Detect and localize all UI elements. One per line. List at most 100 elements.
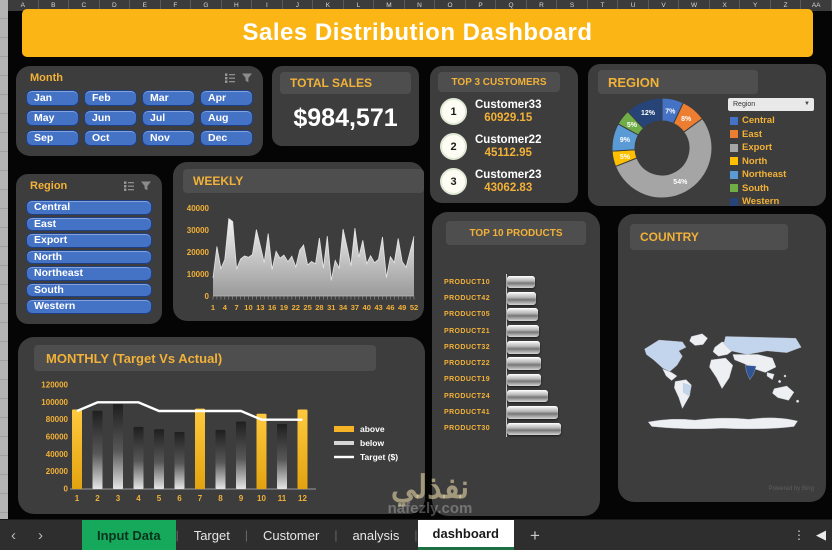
product-bar[interactable] (507, 422, 562, 436)
column-header-V[interactable]: V (649, 0, 680, 11)
bar-below-month-3[interactable] (113, 404, 123, 489)
bar-below-month-9[interactable] (236, 421, 246, 489)
month-button-oct[interactable]: Oct (84, 130, 137, 146)
legend-item-northeast[interactable]: Northeast (730, 168, 786, 182)
column-header-B[interactable]: B (39, 0, 70, 11)
top-products-chart[interactable]: PRODUCT10 PRODUCT42 PRODUCT05 PRODUCT21 PROD… (444, 274, 592, 437)
column-header-A[interactable]: A (8, 0, 39, 11)
scroll-left-arrow-icon[interactable]: ◀ (816, 526, 826, 542)
pie-slice-export[interactable] (614, 117, 713, 199)
sheet-tab-dashboard[interactable]: dashboard (417, 520, 514, 550)
legend-item-western[interactable]: Western (730, 195, 786, 209)
month-button-feb[interactable]: Feb (84, 90, 137, 106)
product-bar[interactable] (507, 341, 540, 354)
sheet-tab-input-data[interactable]: Input Data (82, 520, 176, 550)
product-bar[interactable] (507, 406, 559, 419)
column-header-Z[interactable]: Z (771, 0, 802, 11)
weekly-area-chart[interactable]: 0 10000 20000 30000 40000 1 4 7 10 13 16 19 22 25 28 31… (179, 196, 420, 318)
column-header-H[interactable]: H (222, 0, 253, 11)
product-bar[interactable] (507, 389, 548, 403)
bar-above-month-7[interactable] (195, 408, 205, 489)
sheet-tab-target[interactable]: Target (193, 528, 230, 543)
bar-above-month-10[interactable] (256, 413, 267, 489)
product-bar[interactable] (507, 373, 542, 387)
column-header-J[interactable]: J (283, 0, 314, 11)
area-series[interactable] (213, 218, 414, 296)
product-bar[interactable] (507, 292, 537, 305)
column-header-M[interactable]: M (374, 0, 405, 11)
pie-slice-western[interactable] (627, 97, 663, 130)
column-header-X[interactable]: X (710, 0, 741, 11)
column-header-Y[interactable]: Y (740, 0, 771, 11)
world-map[interactable] (632, 326, 812, 436)
tab-options-dots-icon[interactable]: ⋮ (793, 527, 806, 542)
region-button-south[interactable]: South (26, 282, 152, 297)
new-sheet-button[interactable]: + (530, 526, 540, 545)
bar-above-month-1[interactable] (72, 409, 82, 489)
region-button-north[interactable]: North (26, 249, 152, 264)
legend-item-north[interactable]: North (730, 155, 786, 169)
legend-item-central[interactable]: Central (730, 114, 786, 128)
column-header-W[interactable]: W (679, 0, 710, 11)
product-bar[interactable] (507, 357, 541, 370)
sheet-tab-customer[interactable]: Customer (262, 528, 320, 543)
month-button-aug[interactable]: Aug (200, 110, 253, 126)
product-bar[interactable] (507, 324, 539, 338)
column-header-Q[interactable]: Q (496, 0, 527, 11)
clear-filter-icon[interactable] (241, 72, 253, 84)
multiselect-icon[interactable] (224, 72, 236, 84)
column-header-L[interactable]: L (344, 0, 375, 11)
column-header-N[interactable]: N (405, 0, 436, 11)
region-button-export[interactable]: Export (26, 233, 152, 248)
column-header-C[interactable]: C (69, 0, 100, 11)
column-header-K[interactable]: K (313, 0, 344, 11)
region-button-western[interactable]: Western (26, 299, 152, 314)
region-field-button[interactable]: Region ▼ (728, 98, 814, 111)
bar-below-month-2[interactable] (92, 410, 103, 489)
tab-scroll-next[interactable]: › (38, 527, 43, 544)
x-axis-tick: 7 (198, 494, 203, 503)
column-header-I[interactable]: I (252, 0, 283, 11)
month-button-apr[interactable]: Apr (200, 90, 253, 106)
bar-below-month-4[interactable] (133, 426, 144, 489)
clear-filter-icon[interactable] (140, 180, 152, 192)
month-button-jun[interactable]: Jun (84, 110, 137, 126)
region-donut-chart[interactable]: 7%8%54%5%9%5%12% (608, 94, 716, 202)
column-header-G[interactable]: G (191, 0, 222, 11)
bar-below-month-6[interactable] (174, 431, 185, 489)
column-header-E[interactable]: E (130, 0, 161, 11)
column-header-AA[interactable]: AA (801, 0, 832, 11)
region-button-central[interactable]: Central (26, 200, 152, 215)
region-button-northeast[interactable]: Northeast (26, 266, 152, 281)
column-header-D[interactable]: D (100, 0, 131, 11)
column-header-S[interactable]: S (557, 0, 588, 11)
bar-above-month-12[interactable] (297, 409, 308, 489)
region-button-east[interactable]: East (26, 216, 152, 231)
month-button-may[interactable]: May (26, 110, 79, 126)
month-button-jan[interactable]: Jan (26, 90, 79, 106)
legend-item-export[interactable]: Export (730, 141, 786, 155)
column-header-O[interactable]: O (435, 0, 466, 11)
tab-scroll-prev[interactable]: ‹ (11, 527, 16, 544)
column-header-T[interactable]: T (588, 0, 619, 11)
bar-below-month-8[interactable] (215, 429, 226, 489)
multiselect-icon[interactable] (123, 180, 135, 192)
column-header-P[interactable]: P (466, 0, 497, 11)
sheet-tab-analysis[interactable]: analysis (352, 528, 400, 543)
month-button-nov[interactable]: Nov (142, 130, 195, 146)
column-header-U[interactable]: U (618, 0, 649, 11)
legend-item-south[interactable]: South (730, 182, 786, 196)
month-button-dec[interactable]: Dec (200, 130, 253, 146)
month-button-jul[interactable]: Jul (142, 110, 195, 126)
product-bar[interactable] (507, 275, 535, 289)
column-header-R[interactable]: R (527, 0, 558, 11)
target-line[interactable] (76, 401, 303, 421)
product-bar[interactable] (507, 308, 538, 321)
month-button-sep[interactable]: Sep (26, 130, 79, 146)
bar-below-month-11[interactable] (277, 423, 287, 489)
legend-item-east[interactable]: East (730, 128, 786, 142)
column-header-F[interactable]: F (161, 0, 192, 11)
bar-below-month-5[interactable] (154, 429, 164, 489)
month-button-mar[interactable]: Mar (142, 90, 195, 106)
